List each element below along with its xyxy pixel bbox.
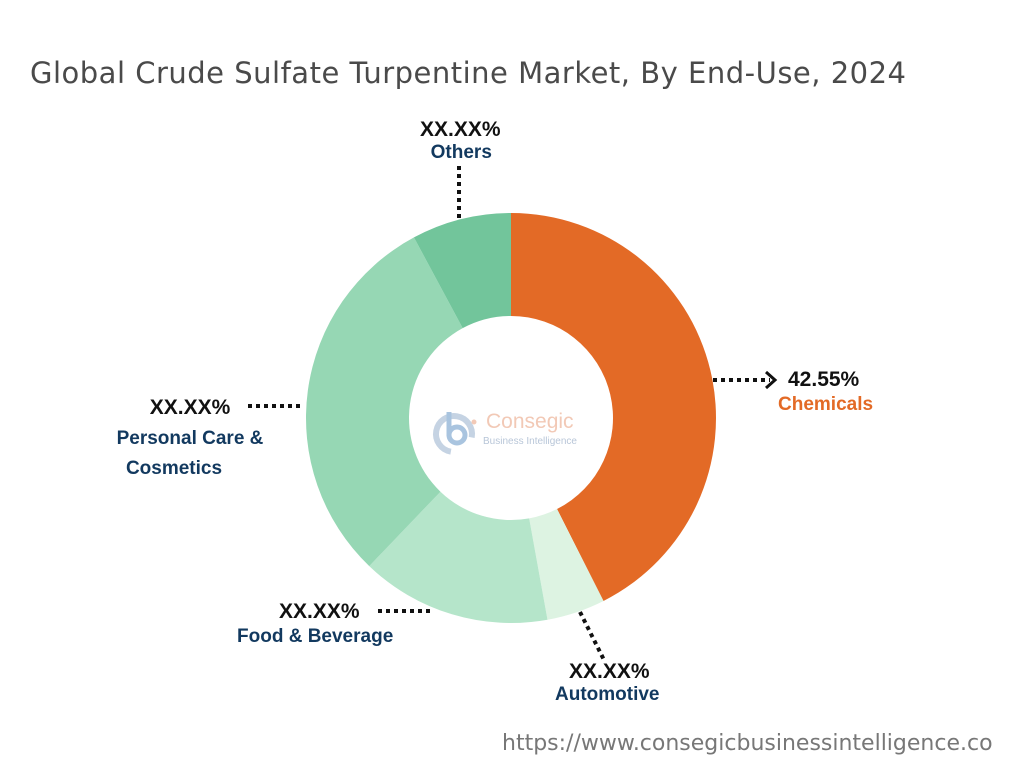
logo-name: Consegic xyxy=(486,410,574,433)
personal-care-category-line1: Personal Care & xyxy=(116,428,264,449)
slice-personal-care-cosmetics xyxy=(306,237,463,567)
slice-others xyxy=(413,213,511,329)
label-food-beverage: XX.XX% Food & Beverage xyxy=(237,600,393,648)
personal-care-value: XX.XX% xyxy=(149,396,231,419)
slice-chemicals xyxy=(511,213,716,601)
footer-url[interactable]: https://www.consegicbusinessintelligence… xyxy=(502,731,993,756)
label-personal-care: XX.XX% Personal Care & Cosmetics xyxy=(110,396,270,484)
logo-tagline: Business Intelligence xyxy=(483,436,577,447)
food-category: Food & Beverage xyxy=(237,626,394,647)
others-value: XX.XX% xyxy=(420,118,501,141)
leader-lines xyxy=(248,166,778,661)
automotive-value: XX.XX% xyxy=(569,660,650,683)
slice-food-beverage xyxy=(369,491,548,623)
personal-care-category-line2: Cosmetics xyxy=(125,458,223,479)
chemicals-category: Chemicals xyxy=(778,394,874,415)
label-chemicals: 42.55% Chemicals xyxy=(778,368,873,416)
label-others: XX.XX% Others xyxy=(420,118,501,164)
leader-line-automotive xyxy=(578,611,606,661)
food-value: XX.XX% xyxy=(279,600,360,623)
label-automotive: XX.XX% Automotive xyxy=(555,660,660,706)
automotive-category: Automotive xyxy=(555,684,660,705)
chart-title: Global Crude Sulfate Turpentine Market, … xyxy=(30,56,907,90)
chemicals-value: 42.55% xyxy=(788,368,860,391)
others-category: Others xyxy=(430,142,492,163)
consegic-logo-icon xyxy=(433,412,477,455)
slice-automotive xyxy=(529,509,604,620)
leader-arrow-chemicals xyxy=(765,370,778,390)
